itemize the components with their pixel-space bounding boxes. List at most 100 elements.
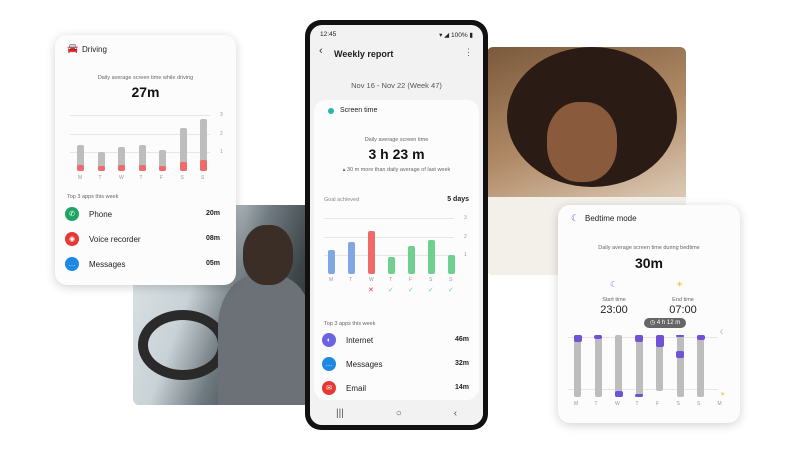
x-tick: T bbox=[349, 277, 353, 283]
app-time: 20m bbox=[205, 210, 220, 217]
y-tick: 3 bbox=[220, 112, 223, 118]
total-bar bbox=[159, 150, 166, 171]
x-tick: S bbox=[201, 175, 205, 181]
total-bar bbox=[179, 128, 187, 171]
driving-bar bbox=[138, 165, 146, 171]
app-row[interactable]: ✉ Email bbox=[322, 381, 366, 395]
x-tick: W bbox=[119, 175, 124, 181]
screen-time-bar bbox=[408, 246, 415, 274]
driving-bar bbox=[77, 165, 84, 171]
usage-segment bbox=[573, 335, 582, 342]
duration-tooltip: ◷ 4 h 12 m bbox=[644, 318, 687, 328]
x-tick: M bbox=[329, 277, 334, 283]
app-name: Internet bbox=[346, 335, 374, 345]
moon-icon: ☾ bbox=[720, 330, 726, 336]
x-tick: F bbox=[409, 277, 413, 283]
bedtime-bar bbox=[635, 335, 643, 397]
start-time: 23:00 bbox=[600, 304, 628, 316]
header-title: Weekly report bbox=[334, 49, 394, 59]
x-tick: T bbox=[635, 401, 639, 407]
usage-segment bbox=[655, 335, 664, 348]
phone-frame: 12:45 ▾ ◢ 100% ▮ ‹ Weekly report ⋮ Nov 1… bbox=[305, 20, 488, 430]
date-range[interactable]: Nov 16 - Nov 22 (Week 47) bbox=[351, 81, 442, 90]
bedtime-card[interactable]: ☾ Bedtime mode Daily average screen time… bbox=[558, 205, 740, 423]
total-bar bbox=[118, 146, 125, 171]
x-tick: W bbox=[369, 277, 374, 283]
messages-icon: … bbox=[322, 357, 336, 371]
gridline bbox=[324, 218, 454, 219]
x-tick: F bbox=[160, 175, 164, 181]
back-icon[interactable]: ‹ bbox=[319, 45, 323, 57]
app-name: Messages bbox=[89, 259, 126, 269]
x-tick: T bbox=[98, 175, 102, 181]
total-bar bbox=[77, 144, 84, 171]
phone-icon: ✆ bbox=[65, 207, 79, 221]
home-button[interactable]: ○ bbox=[395, 407, 402, 419]
app-time: 08m bbox=[205, 235, 220, 242]
usage-segment bbox=[676, 335, 684, 338]
more-options-icon[interactable]: ⋮ bbox=[464, 47, 473, 57]
driving-chart: 1 2 3 M T W T F S S bbox=[70, 112, 235, 195]
app-name: Email bbox=[346, 383, 367, 393]
car-icon: 🚘 bbox=[67, 43, 79, 53]
app-name: Messages bbox=[346, 359, 383, 369]
y-tick: 2 bbox=[220, 130, 223, 137]
app-time: 46m bbox=[454, 336, 469, 343]
gridline bbox=[70, 115, 210, 116]
screen-time-bar bbox=[348, 242, 355, 274]
app-name: Phone bbox=[89, 209, 113, 219]
missed-icon: ✕ bbox=[368, 287, 374, 294]
total-bar bbox=[200, 118, 207, 171]
x-tick: S bbox=[180, 175, 184, 181]
bedtime-bar bbox=[615, 335, 622, 397]
gridline bbox=[70, 133, 210, 135]
app-row[interactable]: … Messages bbox=[65, 257, 125, 271]
screen-time-bar bbox=[328, 249, 335, 274]
y-tick: 3 bbox=[464, 215, 467, 221]
app-row[interactable]: ✆ Phone bbox=[65, 207, 112, 221]
bedtime-bar bbox=[697, 335, 704, 397]
usage-segment bbox=[676, 351, 684, 359]
x-tick: F bbox=[656, 401, 660, 407]
screen-time-icon bbox=[328, 108, 334, 114]
start-label: Start time bbox=[602, 297, 626, 303]
x-tick: S bbox=[676, 401, 680, 407]
end-time: 07:00 bbox=[669, 304, 697, 316]
end-label: End time bbox=[672, 297, 694, 303]
app-row[interactable]: ◐ Internet bbox=[322, 333, 373, 347]
comparison-text: 30 m more than daily average of last wee… bbox=[346, 167, 451, 173]
driving-bar bbox=[159, 166, 166, 171]
messages-icon: … bbox=[65, 257, 79, 271]
driving-value: 27m bbox=[131, 84, 160, 100]
app-row[interactable]: ◉ Voice recorder bbox=[65, 232, 141, 246]
start-moon-icon: ☾ bbox=[610, 280, 618, 289]
driving-bar bbox=[179, 161, 187, 171]
goal-value: 5 days bbox=[447, 196, 469, 203]
usage-segment bbox=[614, 390, 623, 397]
nav-bar: ||| ○ ‹ bbox=[310, 401, 483, 425]
phone-top-label: Top 3 apps this week bbox=[324, 321, 376, 327]
end-sun-icon: ☀ bbox=[676, 280, 684, 289]
email-icon: ✉ bbox=[322, 381, 336, 395]
recents-button[interactable]: ||| bbox=[335, 407, 344, 419]
driving-subtitle: Daily average screen time while driving bbox=[97, 75, 194, 81]
app-time: 14m bbox=[454, 384, 469, 391]
gridline bbox=[324, 255, 454, 257]
screen-time-bar bbox=[388, 257, 395, 274]
app-time: 05m bbox=[205, 260, 220, 267]
check-icon: ✓ bbox=[428, 287, 434, 294]
x-tick: M bbox=[717, 401, 722, 407]
driving-title: Driving bbox=[82, 45, 107, 54]
check-icon: ✓ bbox=[448, 287, 454, 294]
bedtime-value: 30m bbox=[634, 255, 664, 271]
driving-card[interactable]: 🚘 Driving Daily average screen time whil… bbox=[55, 35, 236, 285]
screen-time-title: Screen time bbox=[340, 107, 378, 114]
back-button[interactable]: ‹ bbox=[453, 407, 458, 419]
driving-top-label: Top 3 apps this week bbox=[67, 194, 119, 200]
x-tick: S bbox=[449, 277, 453, 283]
bedtime-bar bbox=[574, 335, 581, 397]
usage-segment bbox=[635, 335, 643, 342]
app-row[interactable]: … Messages bbox=[322, 357, 382, 371]
check-icon: ✓ bbox=[408, 287, 414, 294]
screen-time-bar bbox=[448, 255, 455, 274]
